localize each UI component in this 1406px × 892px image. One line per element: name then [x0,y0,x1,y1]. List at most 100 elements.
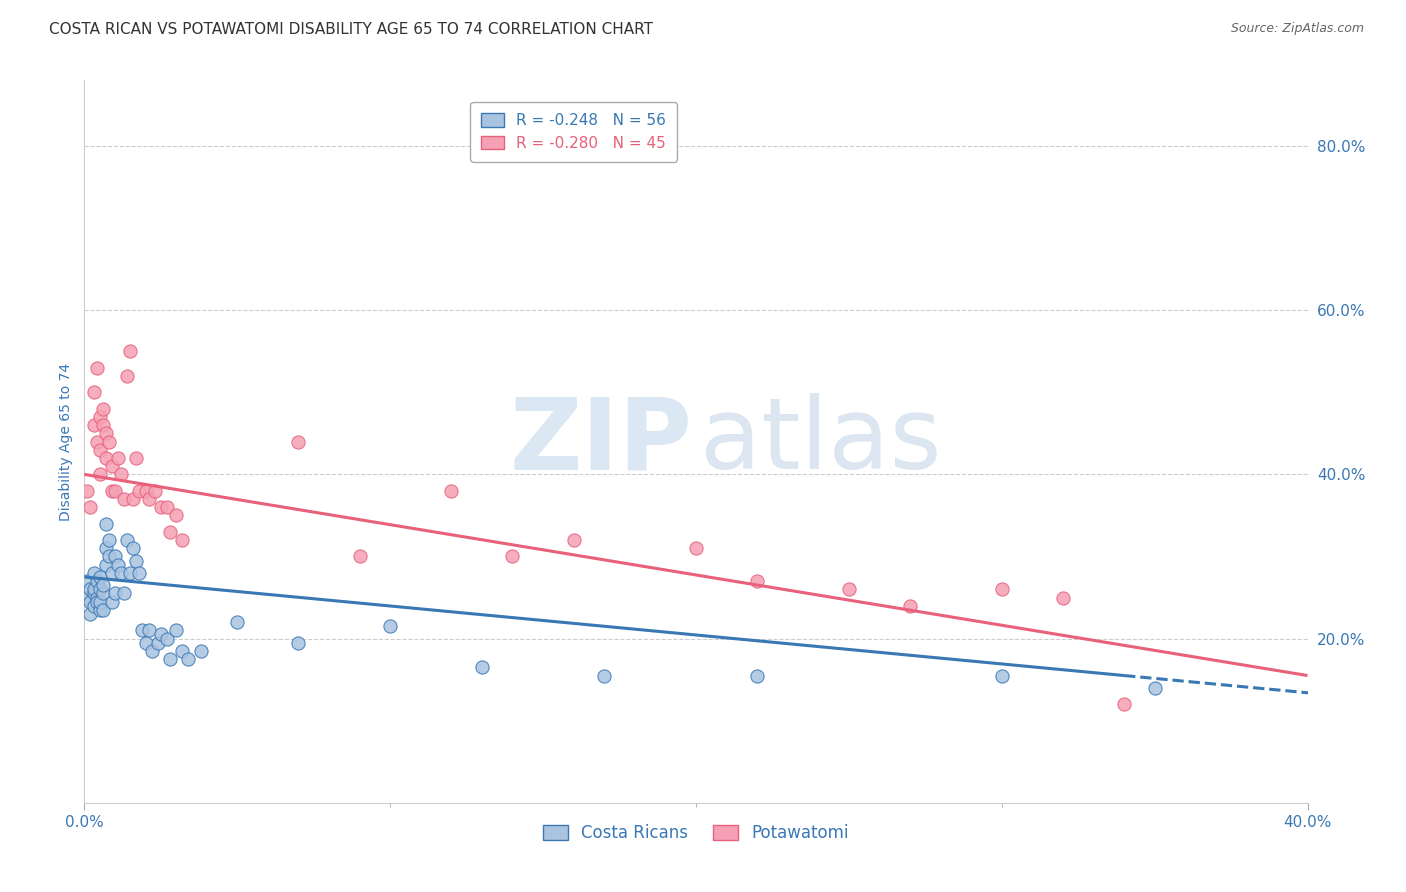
Point [94,426,117,441]
Point [91,401,114,416]
Point [898,599,921,613]
Point [125,553,148,567]
Point [1114,698,1136,712]
Point [177,652,200,666]
Point [79,582,101,597]
Point [287,434,309,449]
Point [991,582,1014,597]
Point [79,594,101,608]
Point [562,533,585,547]
Point [91,603,114,617]
Point [747,668,769,682]
Point [165,508,187,523]
Point [112,491,135,506]
Point [135,483,157,498]
Point [94,516,117,531]
Point [89,582,111,597]
Point [86,434,108,449]
Point [141,644,163,658]
Point [156,500,179,515]
Point [159,524,181,539]
Point [440,483,463,498]
Point [146,636,169,650]
Text: ZIP: ZIP [509,393,692,490]
Point [110,566,132,580]
Point [471,660,494,674]
Point [125,450,148,465]
Point [172,644,194,658]
Point [97,549,120,564]
Point [79,500,101,515]
Point [138,491,160,506]
Point [1143,681,1166,695]
Point [128,566,150,580]
Point [79,607,101,621]
Point [838,582,860,597]
Point [135,636,157,650]
Point [226,615,249,630]
Point [502,549,524,564]
Point [380,619,402,633]
Point [83,418,105,433]
Text: Source: ZipAtlas.com: Source: ZipAtlas.com [1230,22,1364,36]
Point [156,632,179,646]
Point [89,594,111,608]
Point [104,549,127,564]
Point [76,574,98,588]
Point [101,566,124,580]
Point [83,385,105,400]
Point [349,549,371,564]
Point [149,627,172,641]
Point [91,586,114,600]
Legend: Costa Ricans, Potawatomi: Costa Ricans, Potawatomi [536,817,856,848]
Point [83,566,105,580]
Point [89,409,111,424]
Point [115,368,138,383]
Point [110,467,132,482]
Point [104,483,127,498]
Point [190,644,212,658]
Point [86,360,108,375]
Point [165,624,187,638]
Point [128,483,150,498]
Point [991,668,1014,682]
Point [120,344,142,359]
Point [97,434,120,449]
Point [149,500,172,515]
Text: COSTA RICAN VS POTAWATOMI DISABILITY AGE 65 TO 74 CORRELATION CHART: COSTA RICAN VS POTAWATOMI DISABILITY AGE… [49,22,654,37]
Point [86,591,108,605]
Point [91,578,114,592]
Point [685,541,707,556]
Point [94,558,117,572]
Point [89,442,111,457]
Point [89,570,111,584]
Point [122,491,145,506]
Point [172,533,194,547]
Point [101,594,124,608]
Point [101,483,124,498]
Point [86,594,108,608]
Point [94,541,117,556]
Point [131,624,153,638]
Point [287,636,309,650]
Point [593,668,616,682]
Point [83,599,105,613]
Point [122,541,145,556]
Point [143,483,166,498]
Point [76,591,98,605]
Point [115,533,138,547]
Point [89,603,111,617]
Point [89,467,111,482]
Point [107,558,129,572]
Text: atlas: atlas [700,393,941,490]
Point [101,459,124,474]
Y-axis label: Disability Age 65 to 74: Disability Age 65 to 74 [59,362,73,521]
Point [112,586,135,600]
Point [91,418,114,433]
Point [1052,591,1074,605]
Point [747,574,769,588]
Point [159,652,181,666]
Point [104,586,127,600]
Point [138,624,160,638]
Point [83,582,105,597]
